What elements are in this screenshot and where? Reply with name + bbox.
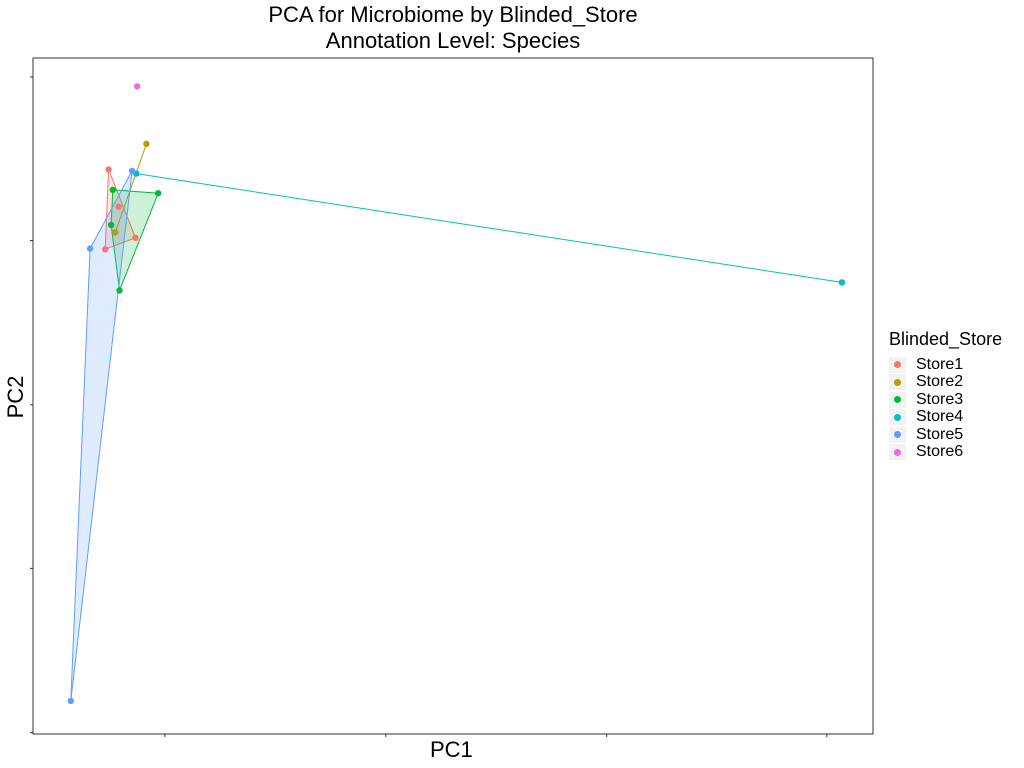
- legend-label: Store5: [916, 425, 964, 443]
- legend-key: [889, 444, 906, 461]
- legend-item-store1: Store1: [889, 356, 1002, 374]
- legend-dot-icon: [894, 396, 901, 404]
- legend-dot-icon: [894, 448, 901, 456]
- point-layer: [67, 83, 846, 705]
- legend-label: Store1: [916, 355, 964, 373]
- chart-subtitle: Annotation Level: Species: [325, 28, 581, 53]
- legend-label: Store6: [916, 443, 964, 461]
- y-axis-label: PC2: [3, 375, 28, 419]
- legend-dot-icon: [894, 413, 901, 421]
- point-store6: [133, 83, 141, 90]
- legend-key: [889, 356, 906, 373]
- legend-item-store4: Store4: [889, 408, 1002, 427]
- point-store2: [112, 229, 119, 236]
- legend-dot-icon: [894, 378, 901, 386]
- legend-label: Store4: [916, 408, 964, 426]
- point-store3: [107, 221, 115, 229]
- legend-key: [889, 391, 906, 408]
- point-store3: [109, 186, 117, 194]
- point-store4: [838, 279, 846, 286]
- point-store1: [102, 246, 109, 253]
- legend-item-store5: Store5: [889, 426, 1002, 444]
- point-store3: [116, 287, 123, 294]
- hull-store5: [70, 170, 133, 701]
- chart-title: PCA for Microbiome by Blinded_Store: [268, 2, 638, 27]
- y-axis-ticks: [30, 76, 33, 734]
- point-store1: [105, 166, 112, 173]
- point-store5: [67, 697, 75, 705]
- legend: Blinded_Store Store1 Store2 Store3 Store4 St…: [889, 329, 1002, 461]
- legend-item-store3: Store3: [889, 391, 1002, 409]
- point-store5: [86, 245, 94, 252]
- point-store1: [132, 234, 139, 242]
- point-store2: [143, 140, 150, 148]
- plot-panel: [32, 57, 874, 735]
- point-store5: [128, 167, 136, 175]
- point-store3: [154, 190, 162, 197]
- legend-key: [889, 374, 906, 391]
- legend-key: [889, 426, 906, 443]
- legend-label: Store3: [916, 390, 964, 408]
- legend-items: Store1 Store2 Store3 Store4 Store5 Store6: [889, 356, 1002, 461]
- legend-label: Store2: [916, 373, 964, 391]
- legend-item-store2: Store2: [889, 373, 1002, 392]
- legend-dot-icon: [894, 431, 901, 439]
- legend-title: Blinded_Store: [889, 329, 1003, 349]
- x-axis-label: PC1: [430, 737, 473, 762]
- legend-dot-icon: [894, 361, 901, 369]
- x-axis-ticks: [164, 734, 828, 737]
- point-store1: [115, 203, 122, 210]
- legend-item-store6: Store6: [889, 443, 1002, 462]
- legend-key: [889, 409, 906, 426]
